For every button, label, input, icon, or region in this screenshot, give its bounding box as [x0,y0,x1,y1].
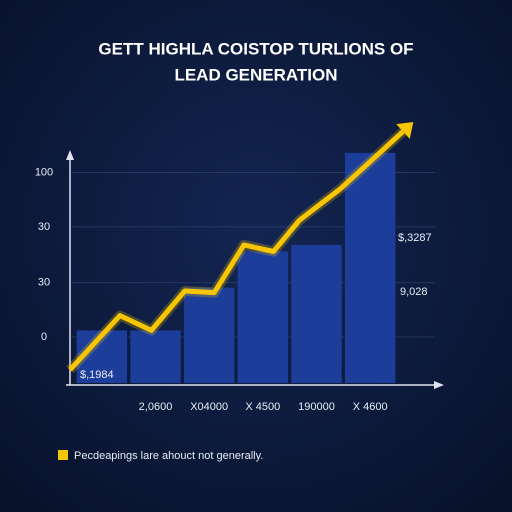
x-tick-label: 190000 [298,401,335,413]
x-tick-label: X04000 [190,401,228,413]
bar [344,152,396,383]
chart-title: GETT HIGHLA COISTOP TURLIONS OF [98,39,413,58]
y-axis-arrow [66,150,74,160]
annotation: $,3287 [398,232,432,244]
legend-swatch [58,450,68,460]
chart-title: LEAD GENERATION [174,65,337,84]
y-tick-label: 30 [38,277,50,289]
bar [130,330,181,383]
y-tick-label: 100 [35,167,53,179]
trend-line [68,129,405,372]
plot-area: 0 30 30 100 2,0600 X04000 X 4500 190000 X 4600 [35,122,435,413]
x-tick-label: X 4600 [353,401,388,413]
legend-label: Pecdeapings lare ahouct not generally. [74,450,263,462]
annotation: 9,028 [400,286,428,298]
x-tick-label: X 4500 [245,401,280,413]
bar [237,251,289,383]
bar [291,244,342,383]
x-tick-label: 2,0600 [139,401,173,413]
x-axis-arrow [434,381,444,389]
bar [183,287,235,383]
annotation: $,1984 [80,369,114,381]
y-tick-label: 0 [41,331,47,343]
trend-arrowhead [396,122,414,139]
y-tick-label: 30 [38,221,50,233]
